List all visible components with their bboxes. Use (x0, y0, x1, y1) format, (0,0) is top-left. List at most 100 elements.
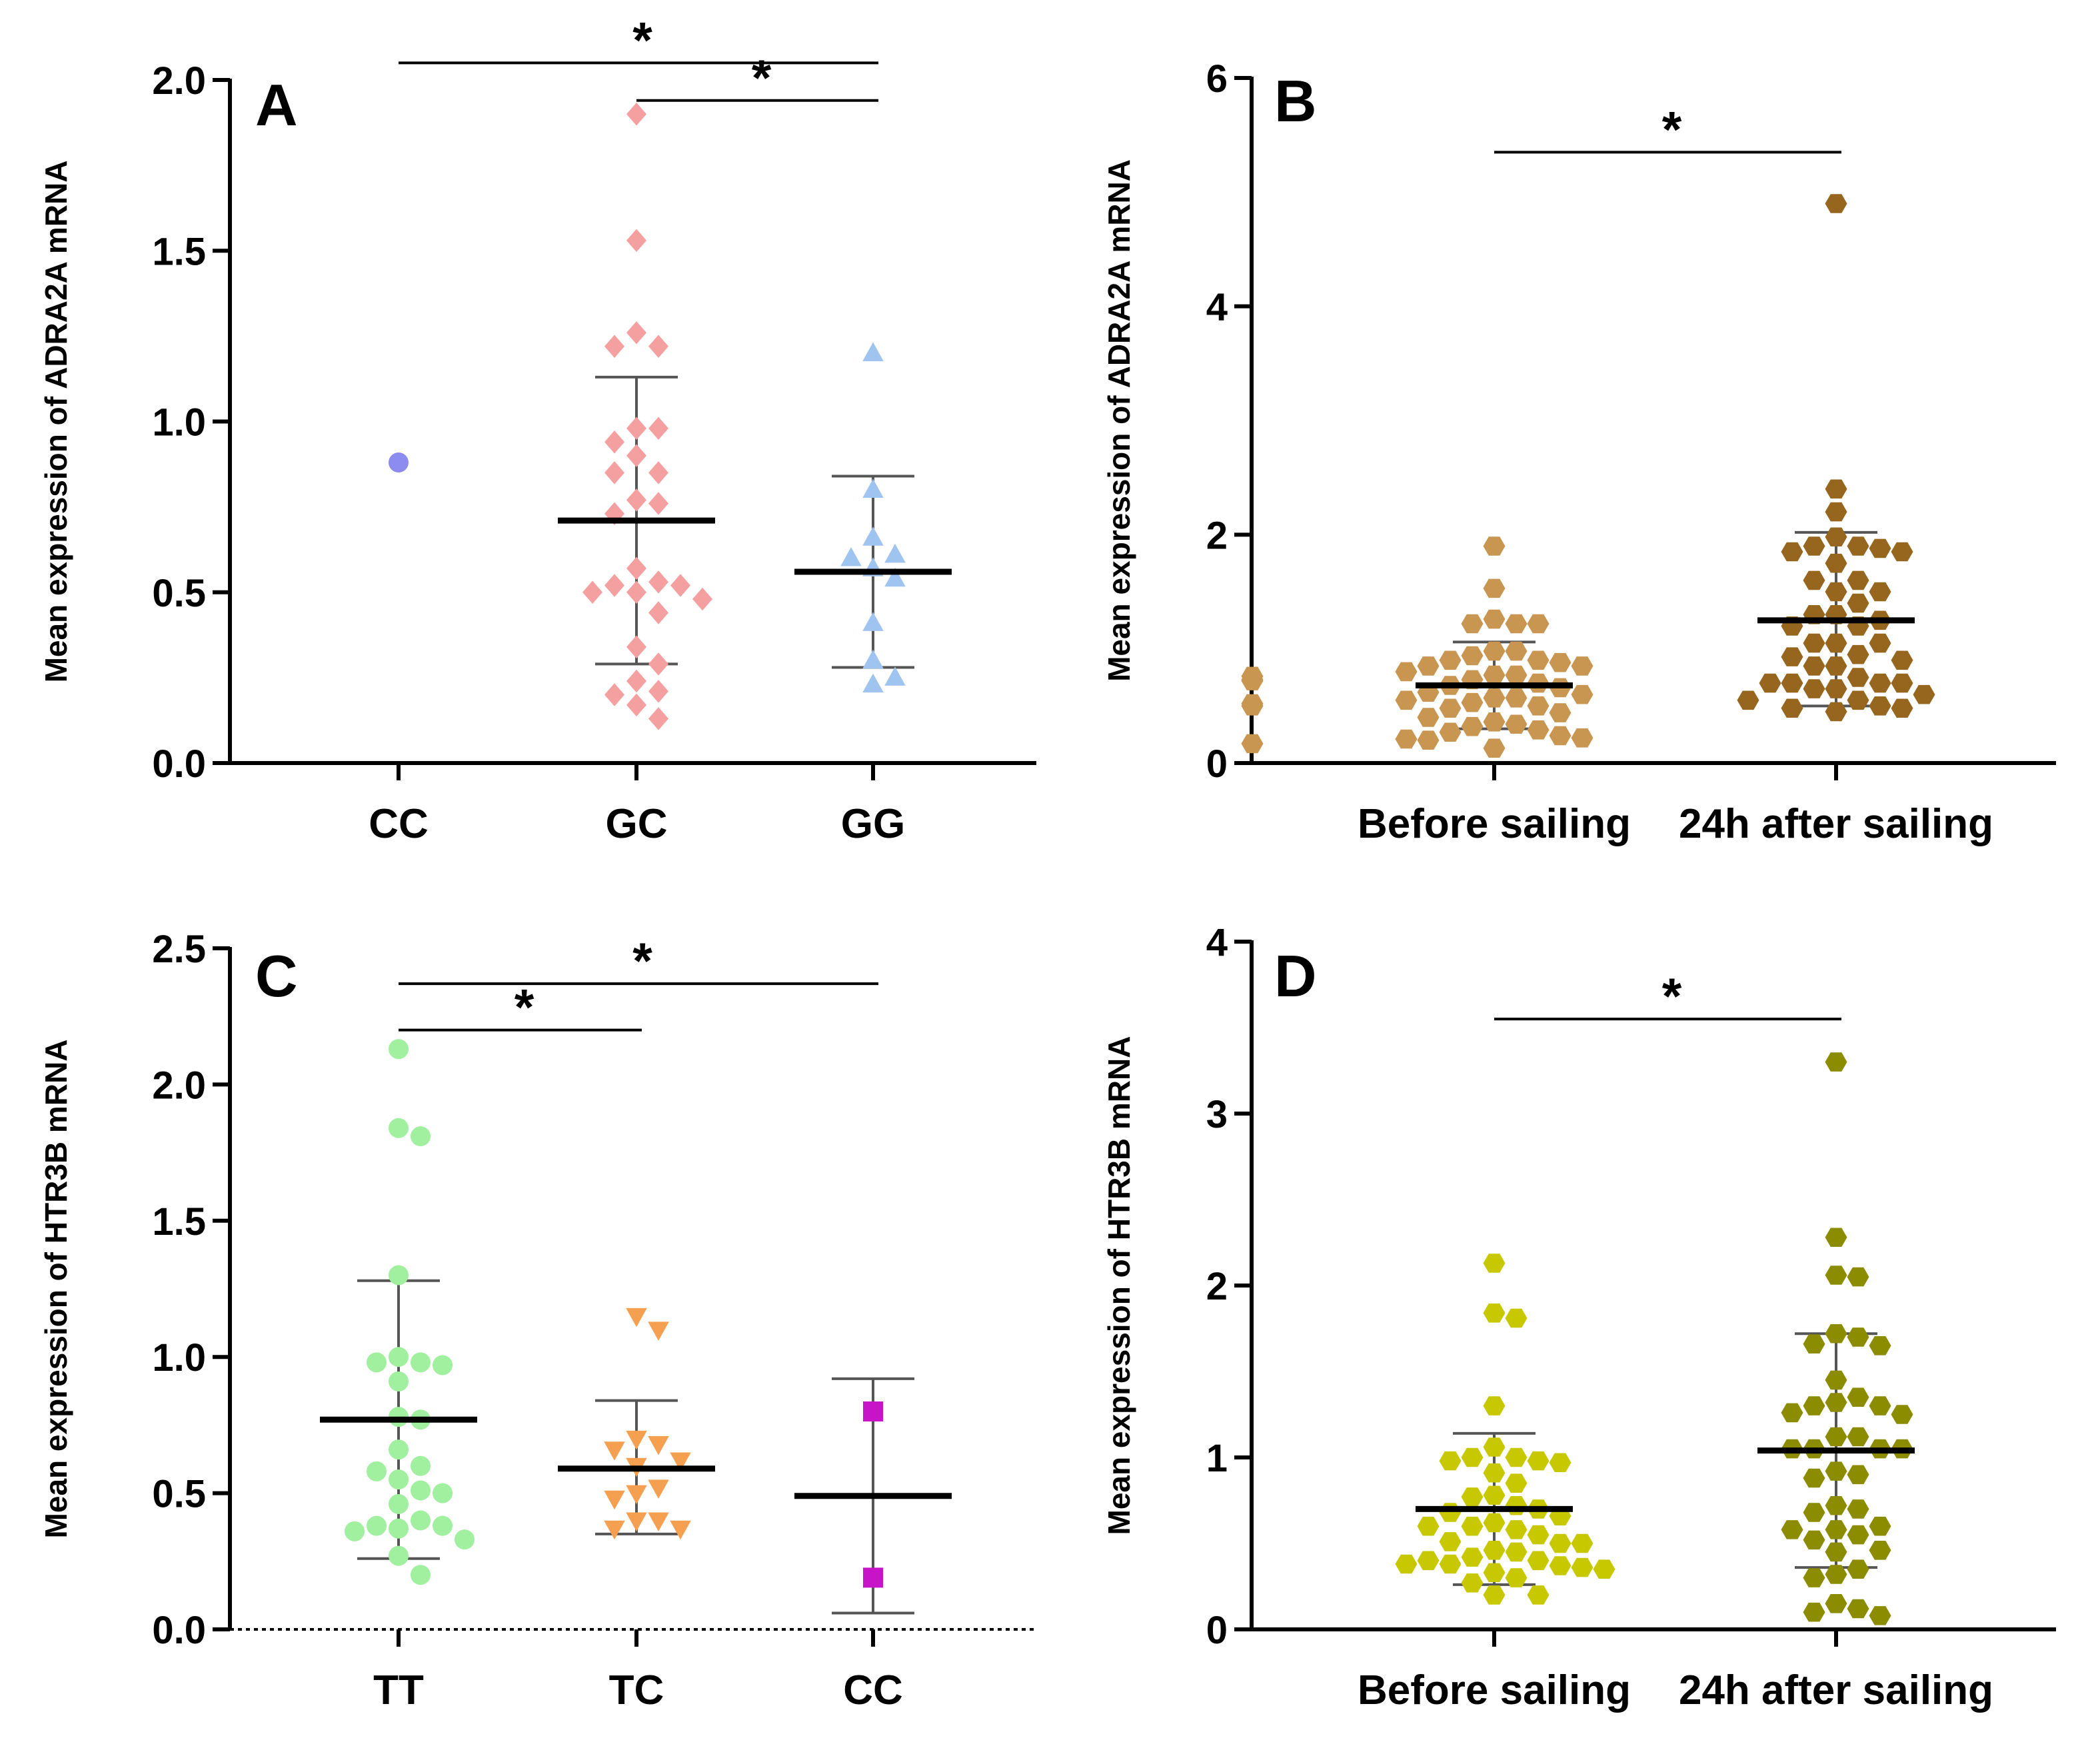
data-point (648, 1512, 669, 1531)
data-point (1571, 684, 1593, 704)
y-axis-label: Mean expression of ADRA2A mRNA (39, 161, 73, 683)
data-point (604, 574, 624, 597)
data-point (1439, 1532, 1462, 1551)
y-tick-label: 0.5 (152, 1473, 206, 1516)
data-point (1825, 1496, 1847, 1515)
data-point (1803, 1568, 1825, 1587)
data-point (1505, 1542, 1528, 1562)
y-tick-label: 1.0 (152, 401, 206, 444)
data-point (389, 1265, 409, 1286)
y-tick-label: 2.0 (152, 59, 206, 103)
y-axis-label: Mean expression of HTR3B mRNA (39, 1040, 73, 1539)
significance-star: * (632, 12, 652, 69)
y-tick-label: 0.5 (152, 572, 206, 615)
series-cc (794, 1377, 952, 1615)
data-point (1483, 578, 1506, 598)
series-gg (794, 342, 952, 693)
data-point (1483, 1513, 1506, 1533)
data-point (626, 1430, 647, 1450)
panel-letter: C (255, 943, 298, 1009)
data-point (1483, 1304, 1506, 1323)
x-tick-label: CC (843, 1667, 903, 1713)
data-point (604, 1520, 625, 1540)
data-point (1869, 582, 1891, 602)
data-point (345, 1521, 365, 1541)
data-point (433, 1515, 453, 1536)
data-point (367, 1461, 387, 1481)
panel-c: 0.0 0.5 1.0 1.5 2.0 2.5 Mean expression of HTR… (39, 928, 1036, 1713)
y-tick-label: 0 (1206, 742, 1228, 786)
data-point (1483, 1585, 1506, 1605)
x-tick-label: 24h after sailing (1679, 801, 1993, 847)
data-point (1439, 722, 1462, 742)
x-tick-label: 24h after sailing (1679, 1667, 1993, 1713)
data-point (626, 488, 646, 512)
data-point (1781, 1403, 1803, 1423)
x-tick-label: GC (606, 801, 668, 847)
data-point (1483, 1463, 1506, 1483)
data-point (1241, 734, 1264, 754)
data-point (1395, 729, 1418, 749)
data-point (1803, 1530, 1825, 1550)
data-point (1825, 1520, 1847, 1539)
data-point (862, 526, 884, 546)
data-point (1549, 726, 1572, 746)
data-point (1571, 1557, 1593, 1577)
data-point (648, 1479, 669, 1499)
data-point (1781, 542, 1803, 562)
y-tick-label: 6 (1206, 57, 1228, 101)
series-24h-after-sailing (1737, 194, 1935, 722)
data-point (1869, 1396, 1891, 1415)
data-point (389, 1493, 409, 1514)
data-point (1395, 662, 1418, 682)
data-point (626, 444, 646, 467)
data-point (1847, 1465, 1869, 1485)
data-point (389, 452, 409, 472)
data-point (1803, 633, 1825, 653)
data-point (1825, 582, 1847, 602)
data-point (1527, 1451, 1550, 1471)
data-point (1825, 1393, 1847, 1412)
data-point (648, 335, 668, 358)
data-point (1913, 684, 1935, 704)
x-tick-label: Before sailing (1358, 801, 1631, 847)
significance-star: * (752, 50, 772, 107)
data-point (1825, 1370, 1847, 1390)
data-point (1847, 1387, 1869, 1407)
data-point (1483, 1485, 1506, 1505)
data-point (1549, 1533, 1572, 1553)
data-point (1461, 1547, 1484, 1567)
data-point (1847, 1499, 1869, 1519)
data-point (1847, 536, 1869, 556)
data-point (1803, 1396, 1825, 1415)
data-point (1825, 1052, 1847, 1072)
data-point (1527, 720, 1550, 740)
data-point (648, 707, 668, 730)
y-tick-label: 1 (1206, 1437, 1228, 1480)
data-point (1417, 730, 1440, 750)
data-point (411, 1352, 431, 1373)
data-point (1891, 673, 1913, 693)
data-point (411, 1480, 431, 1501)
data-point (626, 1308, 647, 1327)
data-point (604, 335, 624, 358)
data-point (1461, 1573, 1484, 1593)
data-point (1241, 671, 1264, 690)
panel-letter: B (1274, 68, 1317, 134)
significance-star: * (1662, 101, 1682, 158)
data-point (1825, 194, 1847, 213)
data-point (1483, 738, 1506, 758)
data-point (626, 1512, 647, 1531)
y-tick-label: 2.0 (152, 1064, 206, 1107)
data-point (1483, 641, 1506, 661)
data-point (367, 1515, 387, 1536)
data-point (389, 1118, 409, 1138)
data-point (626, 635, 646, 658)
data-point (1549, 652, 1572, 672)
data-point (604, 461, 624, 484)
data-point (1527, 1525, 1550, 1545)
data-point (670, 1452, 691, 1472)
y-tick-label: 4 (1206, 286, 1228, 329)
significance-star: * (1662, 968, 1682, 1025)
data-point (1549, 1453, 1572, 1472)
